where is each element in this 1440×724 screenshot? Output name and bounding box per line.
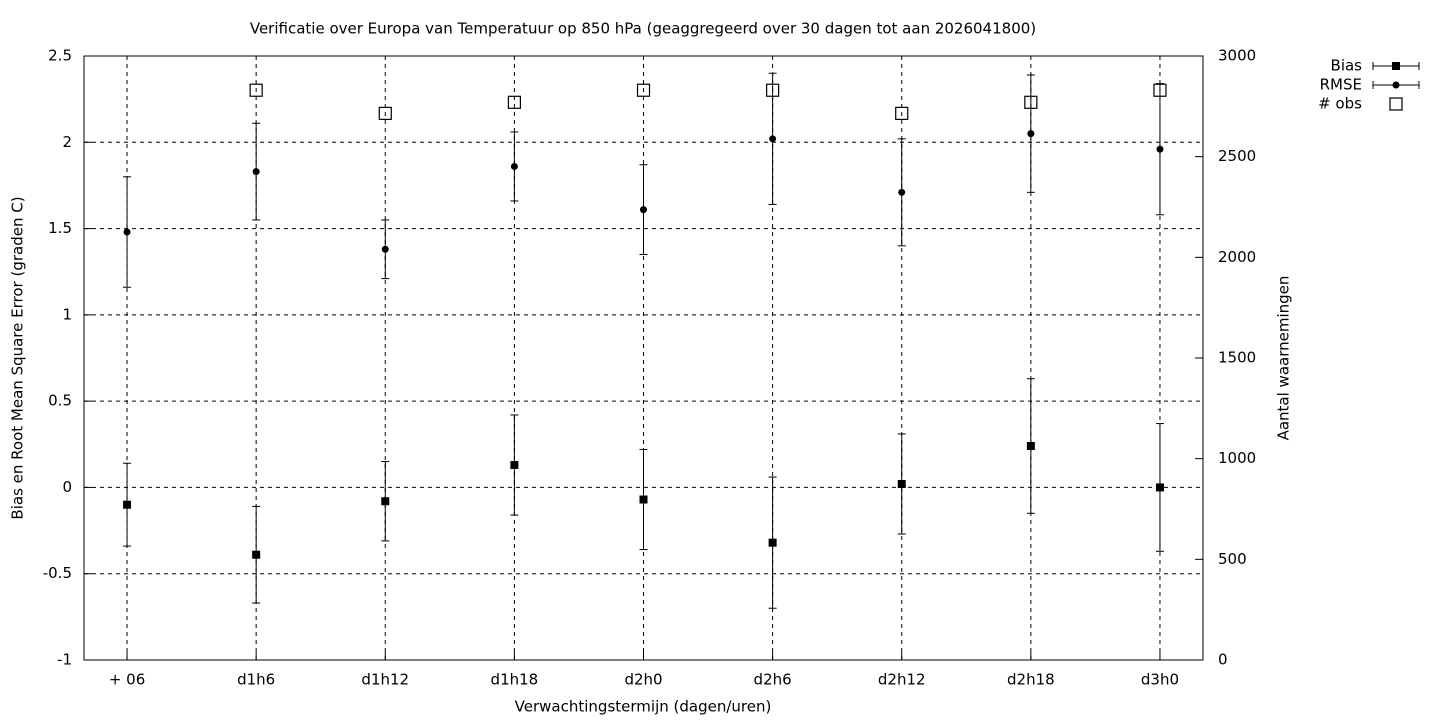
y-tick-label: 1.5 xyxy=(48,219,72,237)
y2-axis-label: Aantal waarnemingen xyxy=(1275,276,1293,441)
y2-tick-label: 2500 xyxy=(1218,147,1256,165)
y-tick-label: 0.5 xyxy=(48,392,72,410)
x-tick-label: d2h0 xyxy=(624,671,662,689)
y-tick-label: -1 xyxy=(57,651,72,669)
data-point xyxy=(381,497,390,506)
x-tick-label: d3h0 xyxy=(1141,671,1179,689)
x-axis-label: Verwachtingstermijn (dagen/uren) xyxy=(515,698,772,716)
data-point xyxy=(897,479,906,488)
data-point xyxy=(507,95,521,109)
legend-label: # obs xyxy=(1318,95,1362,113)
x-tick-label: d2h12 xyxy=(878,671,926,689)
data-point xyxy=(510,162,518,170)
data-point xyxy=(252,550,261,559)
legend-label: RMSE xyxy=(1320,76,1362,94)
data-point xyxy=(1155,483,1164,492)
y2-tick-label: 1500 xyxy=(1218,349,1256,367)
data-point xyxy=(249,83,263,97)
x-tick-label: d1h6 xyxy=(237,671,275,689)
y-tick-label: 2 xyxy=(62,133,72,151)
data-point xyxy=(381,245,389,253)
chart-title: Verificatie over Europa van Temperatuur … xyxy=(250,20,1036,38)
data-point xyxy=(1153,83,1167,97)
y2-tick-label: 2000 xyxy=(1218,248,1256,266)
data-point xyxy=(123,228,131,236)
data-point xyxy=(895,106,909,120)
x-tick-label: d2h6 xyxy=(754,671,792,689)
x-tick-label: d1h12 xyxy=(361,671,409,689)
data-point xyxy=(510,460,519,469)
y2-tick-label: 1000 xyxy=(1218,449,1256,467)
legend-label: Bias xyxy=(1331,57,1363,75)
y-axis-label: Bias en Root Mean Square Error (graden C… xyxy=(9,196,27,519)
data-point xyxy=(768,538,777,547)
x-tick-label: d1h18 xyxy=(491,671,539,689)
y-tick-label: 1 xyxy=(62,305,72,323)
data-point xyxy=(640,206,647,214)
data-point xyxy=(898,188,906,196)
y-tick-label: -0.5 xyxy=(43,564,72,582)
y2-tick-label: 500 xyxy=(1218,550,1247,568)
data-point xyxy=(636,83,651,97)
data-point xyxy=(1156,145,1164,153)
y-tick-label: 2.5 xyxy=(48,47,72,65)
data-point xyxy=(123,500,132,509)
data-point xyxy=(252,168,260,176)
data-point xyxy=(1027,130,1035,138)
data-point xyxy=(1024,95,1038,109)
legend-symbol xyxy=(1392,62,1400,70)
data-point xyxy=(1026,442,1035,451)
data-point xyxy=(766,83,780,97)
legend-symbol xyxy=(1392,81,1400,89)
x-tick-label: d2h18 xyxy=(1007,671,1055,689)
legend-symbol xyxy=(1389,97,1403,111)
data-point xyxy=(378,106,392,120)
data-point xyxy=(769,135,777,143)
y-tick-label: 0 xyxy=(62,478,72,496)
y2-tick-label: 3000 xyxy=(1218,47,1256,65)
x-tick-label: + 06 xyxy=(109,671,145,689)
data-point xyxy=(639,495,648,504)
y2-tick-label: 0 xyxy=(1218,651,1228,669)
